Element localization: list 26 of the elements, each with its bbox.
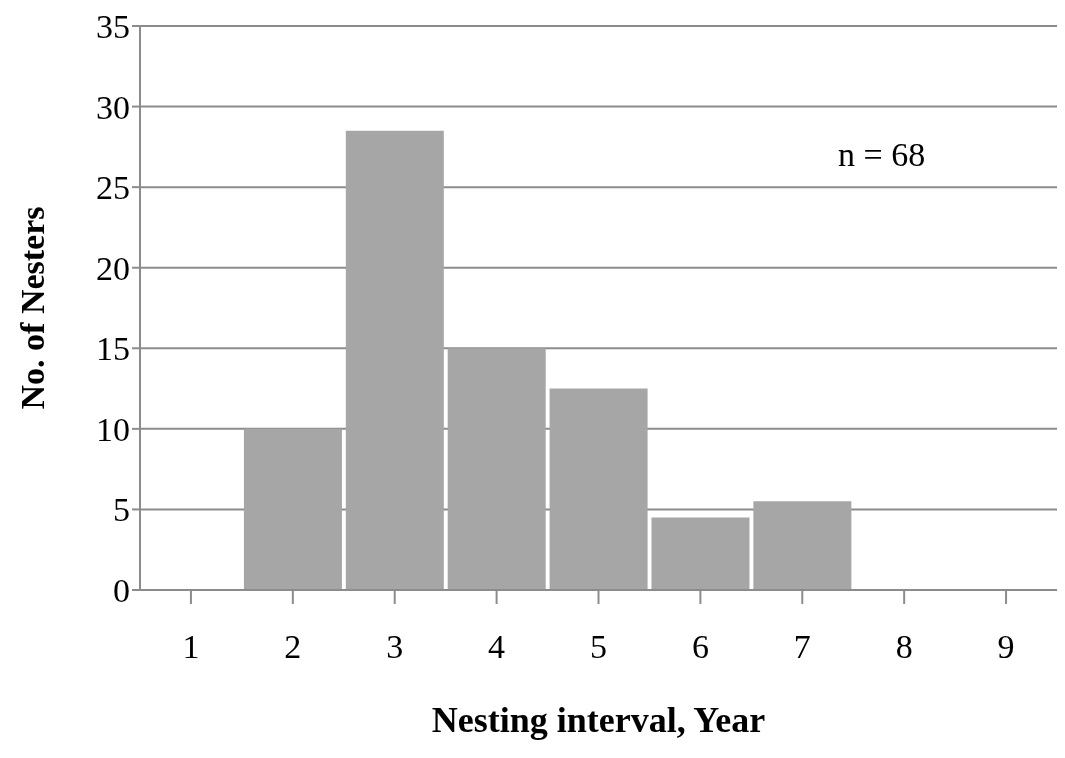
x-tick-label: 8 — [895, 628, 913, 666]
x-tick-label: 1 — [182, 628, 200, 666]
x-tick-label: 5 — [590, 628, 607, 666]
x-tick-label: 3 — [386, 628, 404, 666]
y-tick-label: 20 — [96, 249, 130, 287]
x-tick-label: 2 — [284, 628, 302, 666]
y-axis-title: No. of Nesters — [14, 206, 52, 410]
x-axis-title: Nesting interval, Year — [431, 700, 766, 740]
bar — [753, 501, 852, 590]
x-tick-label: 4 — [488, 628, 506, 666]
y-tick-label: 30 — [96, 88, 130, 126]
x-tick-label: 9 — [997, 628, 1015, 666]
bar — [651, 517, 750, 590]
y-tick-label: 25 — [96, 169, 130, 207]
y-tick-label: 10 — [96, 410, 130, 448]
x-tick-label: 6 — [691, 628, 709, 666]
bar — [243, 428, 342, 590]
y-tick-label: 5 — [113, 491, 130, 529]
bar — [345, 130, 444, 590]
y-tick-label: 15 — [96, 330, 130, 368]
bar — [549, 388, 648, 590]
x-tick-label: 7 — [793, 628, 811, 666]
annotation: n = 68 — [838, 136, 926, 174]
y-tick-label: 0 — [113, 572, 130, 610]
y-tick-label: 35 — [96, 8, 130, 46]
bar — [447, 348, 546, 590]
